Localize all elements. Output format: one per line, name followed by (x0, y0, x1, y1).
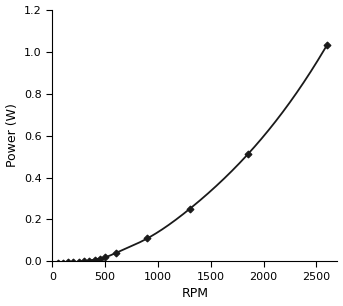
Y-axis label: Power (W): Power (W) (5, 103, 19, 167)
X-axis label: RPM: RPM (181, 287, 208, 300)
